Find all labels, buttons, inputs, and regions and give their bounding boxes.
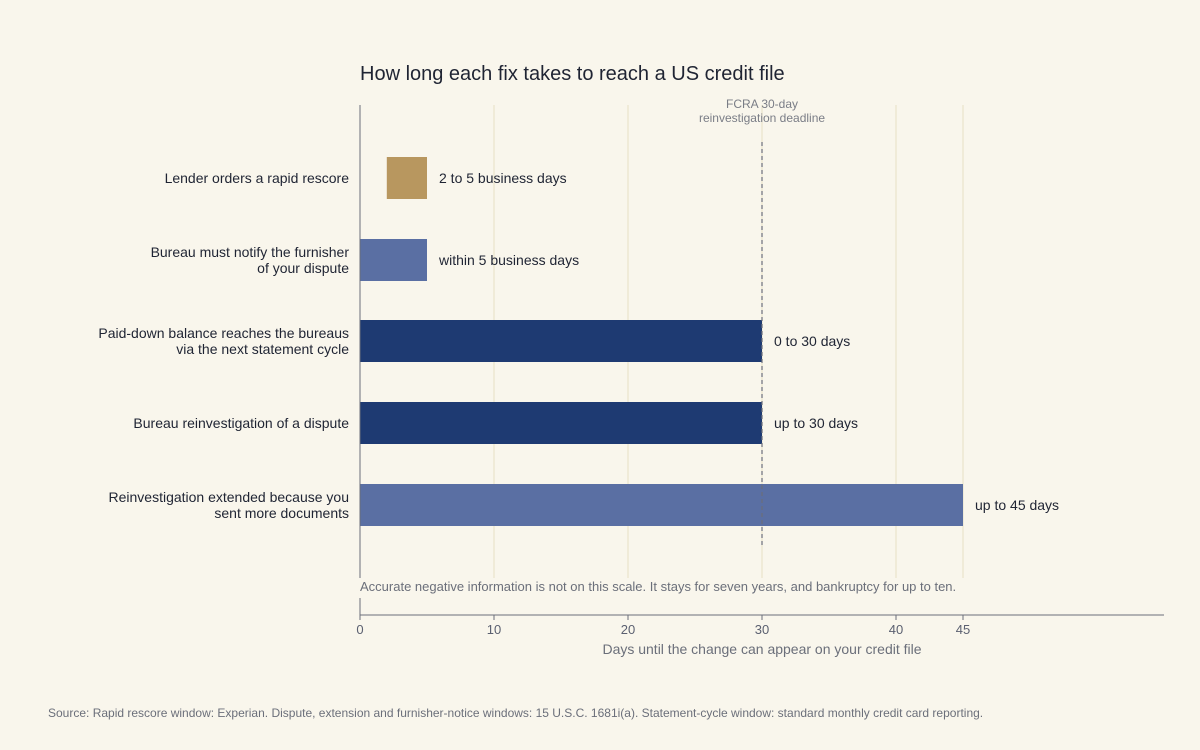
reference-line-label: FCRA 30-day [726, 97, 798, 111]
reference-line-label: reinvestigation deadline [699, 111, 825, 125]
bar-value-label: up to 45 days [975, 497, 1059, 513]
category-label: Bureau must notify the furnisher [151, 244, 350, 260]
x-axis-label: Days until the change can appear on your… [602, 641, 921, 657]
x-tick-label: 45 [956, 622, 970, 637]
bar [360, 484, 963, 526]
chart-title: How long each fix takes to reach a US cr… [360, 63, 785, 85]
category-label: Lender orders a rapid rescore [165, 170, 350, 186]
x-tick-label: 40 [889, 622, 903, 637]
scale-note: Accurate negative information is not on … [360, 579, 956, 594]
category-label: sent more documents [214, 505, 349, 521]
bar-value-label: up to 30 days [774, 415, 858, 431]
x-tick-label: 10 [487, 622, 501, 637]
category-label: via the next statement cycle [176, 341, 349, 357]
bar [360, 239, 427, 281]
category-label: Bureau reinvestigation of a dispute [133, 415, 349, 431]
x-tick-label: 30 [755, 622, 769, 637]
category-label: Reinvestigation extended because you [108, 489, 349, 505]
bar-value-label: within 5 business days [438, 252, 579, 268]
x-tick-label: 0 [356, 622, 363, 637]
source-note: Source: Rapid rescore window: Experian. … [48, 706, 983, 720]
category-label: Paid-down balance reaches the bureaus [98, 325, 349, 341]
bars [360, 157, 963, 526]
bar [386, 157, 427, 199]
category-label: of your dispute [257, 260, 349, 276]
labels: 2 to 5 business days Lender orders a rapi… [98, 170, 1059, 521]
axes: 0 10 20 30 40 45 [356, 105, 1164, 637]
bar [360, 320, 762, 362]
bar-value-label: 0 to 30 days [774, 333, 850, 349]
bar-value-label: 2 to 5 business days [439, 170, 567, 186]
bar [360, 402, 762, 444]
x-tick-label: 20 [621, 622, 635, 637]
